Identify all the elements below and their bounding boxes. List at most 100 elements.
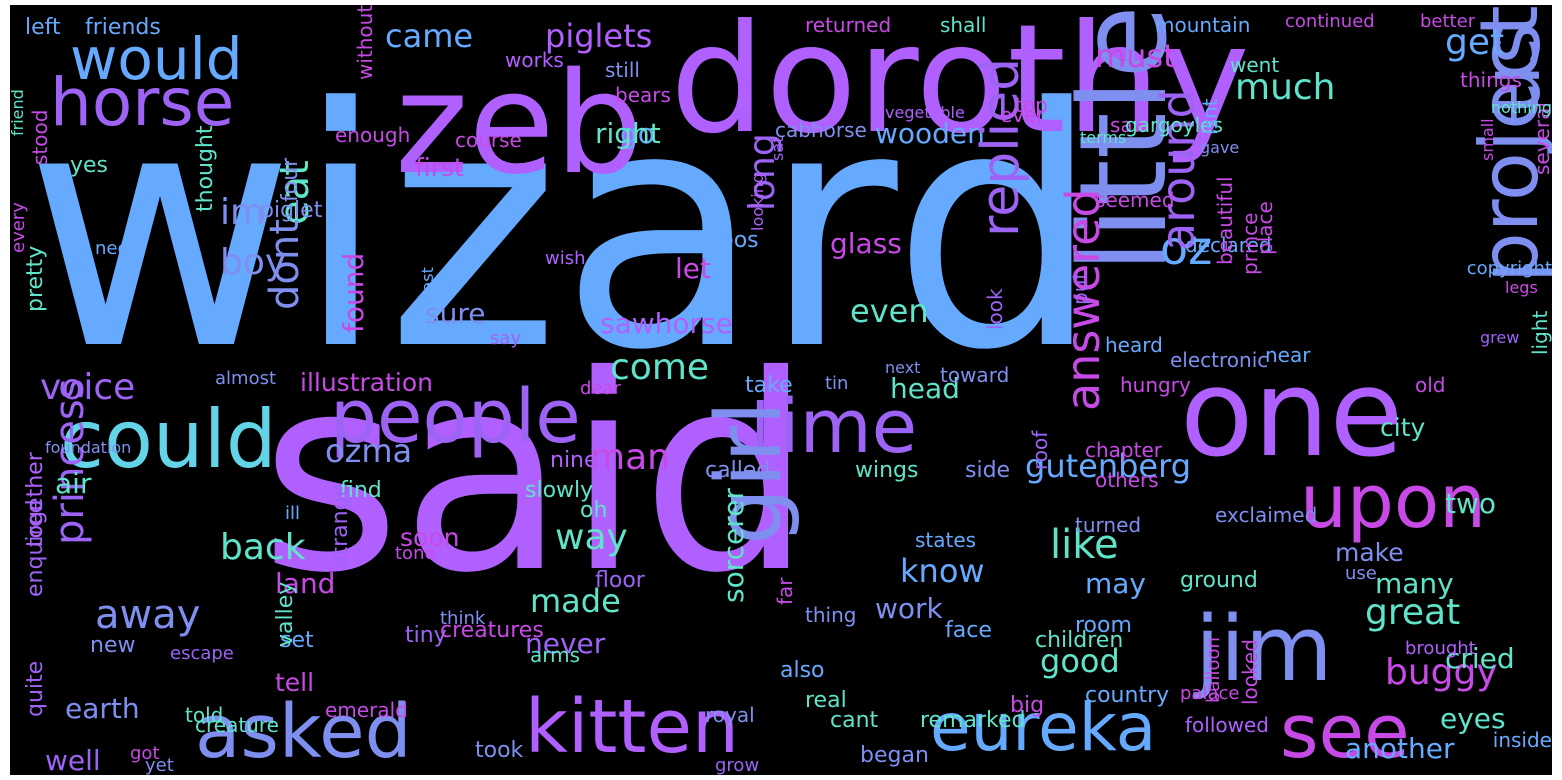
word-tone: tone	[395, 543, 436, 564]
word-eureka: eureka	[930, 689, 1157, 766]
word-kitten: kitten	[525, 684, 739, 770]
word-last: last	[418, 267, 437, 296]
word-isnt: isnt	[1198, 98, 1222, 136]
word-near: near	[1265, 343, 1311, 367]
word-got: got	[130, 743, 160, 764]
word-find: find	[340, 478, 382, 503]
word-children: children	[1035, 628, 1124, 653]
word-head: head	[890, 372, 960, 405]
word-would: would	[70, 25, 243, 93]
word-zeb: zeb	[395, 43, 644, 206]
word-strange: strange	[328, 482, 353, 567]
word-almost: almost	[215, 368, 277, 389]
word-say: say	[490, 328, 522, 349]
word-wooden: wooden	[875, 117, 985, 150]
word-cant: cant	[830, 708, 879, 733]
word-foundation: foundation	[45, 438, 132, 457]
word-im: im	[220, 192, 266, 233]
word-ground: ground	[1180, 568, 1258, 593]
word-without: without	[353, 5, 377, 81]
word-two: two	[1445, 487, 1497, 520]
word-light: light	[1528, 310, 1552, 355]
word-even: even	[850, 292, 929, 330]
word-roof: roof	[1028, 430, 1052, 470]
word-found: found	[337, 252, 370, 333]
word-shall: shall	[940, 13, 987, 37]
word-ill: ill	[285, 503, 301, 524]
word-copyright: copyright	[1466, 258, 1552, 279]
word-brought: brought	[1405, 638, 1476, 659]
word-sat: sat	[768, 136, 787, 161]
word-earth: earth	[65, 692, 140, 725]
word-old: old	[1415, 373, 1446, 397]
word-inside: inside	[1492, 728, 1552, 752]
word-enough: enough	[335, 123, 411, 147]
word-cried: cried	[1445, 642, 1515, 675]
word-quite: quite	[23, 660, 48, 717]
word-continued: continued	[1285, 11, 1375, 32]
word-course: course	[455, 128, 522, 152]
word-tiny: tiny	[405, 623, 447, 648]
word-sorcerer: sorcerer	[717, 488, 750, 603]
word-told: told	[185, 703, 224, 727]
word-palace: palace	[1180, 683, 1240, 704]
word-dorothy: dorothy	[670, 5, 1250, 167]
word-face: face	[945, 618, 992, 643]
word-work: work	[875, 592, 943, 625]
word-well: well	[45, 744, 101, 775]
word-small: small	[1478, 118, 1497, 161]
word-away: away	[95, 592, 201, 638]
word-see: see	[1280, 689, 1410, 775]
word-toward: toward	[940, 363, 1010, 387]
word-first: first	[415, 153, 464, 182]
word-left: left	[25, 15, 61, 40]
word-must: must	[1095, 37, 1176, 75]
word-look: look	[983, 288, 1007, 330]
word-arms: arms	[530, 643, 581, 667]
word-piglet: piglet	[260, 198, 323, 223]
word-grow: grow	[715, 755, 760, 775]
word-let: let	[675, 252, 711, 285]
word-country: country	[1085, 683, 1170, 708]
word-called: called	[705, 458, 771, 483]
word-set: set	[280, 628, 314, 653]
word-nothing: nothing	[1490, 98, 1552, 117]
word-nine: nine	[550, 448, 598, 473]
word-enquired: enquired	[23, 499, 48, 597]
word-followed: followed	[1185, 713, 1269, 737]
word-exclaimed: exclaimed	[1215, 503, 1318, 527]
word-come: come	[610, 347, 710, 388]
word-wish: wish	[545, 248, 586, 269]
word-soon: soon	[400, 523, 460, 552]
word-escape: escape	[170, 643, 234, 664]
word-dear: dear	[580, 378, 621, 399]
word-every: every	[10, 202, 29, 253]
word-made: made	[530, 582, 621, 620]
word-yes: yes	[70, 153, 109, 178]
word-better: better	[1420, 11, 1476, 32]
word-hungry: hungry	[1120, 373, 1191, 397]
word-many: many	[1375, 567, 1454, 600]
word-cabhorse: cabhorse	[775, 118, 867, 142]
word-came: came	[385, 17, 474, 55]
word-place: place	[1253, 201, 1277, 255]
word-others: others	[1095, 468, 1159, 492]
word-illustration: illustration	[300, 368, 433, 397]
word-top: top	[1015, 93, 1048, 117]
word-replied: replied	[971, 57, 1031, 237]
word-gave: gave	[1200, 138, 1240, 157]
word-pretty: pretty	[23, 245, 48, 312]
word-buggy: buggy	[1385, 652, 1498, 693]
word-friends: friends	[85, 15, 161, 40]
word-glass: glass	[830, 227, 902, 260]
word-declared: declared	[1185, 233, 1272, 257]
word-asked: asked	[195, 689, 412, 775]
word-room: room	[1075, 613, 1132, 638]
word-slowly: slowly	[525, 478, 594, 503]
word-right: right	[595, 117, 661, 150]
word-could: could	[60, 393, 277, 486]
word-grew: grew	[1480, 328, 1520, 347]
word-ozma: ozma	[325, 432, 413, 470]
word-take: take	[745, 373, 793, 398]
word-states: states	[915, 528, 977, 552]
